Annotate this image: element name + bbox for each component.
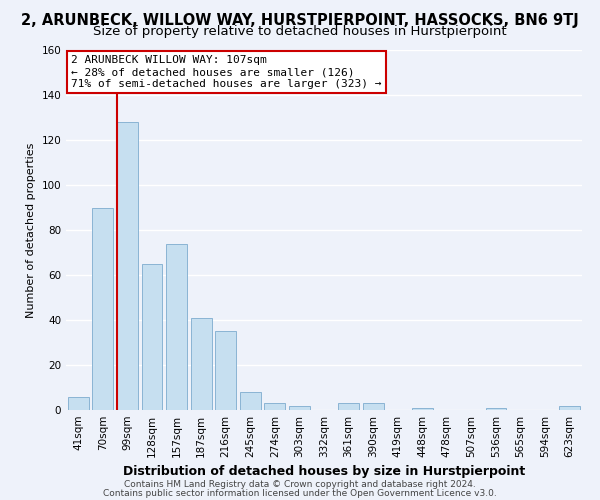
Bar xyxy=(215,331,236,410)
Bar xyxy=(142,264,163,410)
Text: Contains HM Land Registry data © Crown copyright and database right 2024.: Contains HM Land Registry data © Crown c… xyxy=(124,480,476,489)
Bar xyxy=(412,408,433,410)
Text: Contains public sector information licensed under the Open Government Licence v3: Contains public sector information licen… xyxy=(103,488,497,498)
X-axis label: Distribution of detached houses by size in Hurstpierpoint: Distribution of detached houses by size … xyxy=(123,466,525,478)
Bar xyxy=(68,396,89,410)
Text: Size of property relative to detached houses in Hurstpierpoint: Size of property relative to detached ho… xyxy=(93,25,507,38)
Bar xyxy=(559,406,580,410)
Bar xyxy=(166,244,187,410)
Bar xyxy=(338,403,359,410)
Bar xyxy=(92,208,113,410)
Bar xyxy=(117,122,138,410)
Y-axis label: Number of detached properties: Number of detached properties xyxy=(26,142,36,318)
Text: 2 ARUNBECK WILLOW WAY: 107sqm
← 28% of detached houses are smaller (126)
71% of : 2 ARUNBECK WILLOW WAY: 107sqm ← 28% of d… xyxy=(71,56,382,88)
Bar xyxy=(265,403,286,410)
Bar xyxy=(485,408,506,410)
Bar xyxy=(240,392,261,410)
Text: 2, ARUNBECK, WILLOW WAY, HURSTPIERPOINT, HASSOCKS, BN6 9TJ: 2, ARUNBECK, WILLOW WAY, HURSTPIERPOINT,… xyxy=(21,12,579,28)
Bar xyxy=(362,403,383,410)
Bar xyxy=(191,318,212,410)
Bar xyxy=(289,406,310,410)
